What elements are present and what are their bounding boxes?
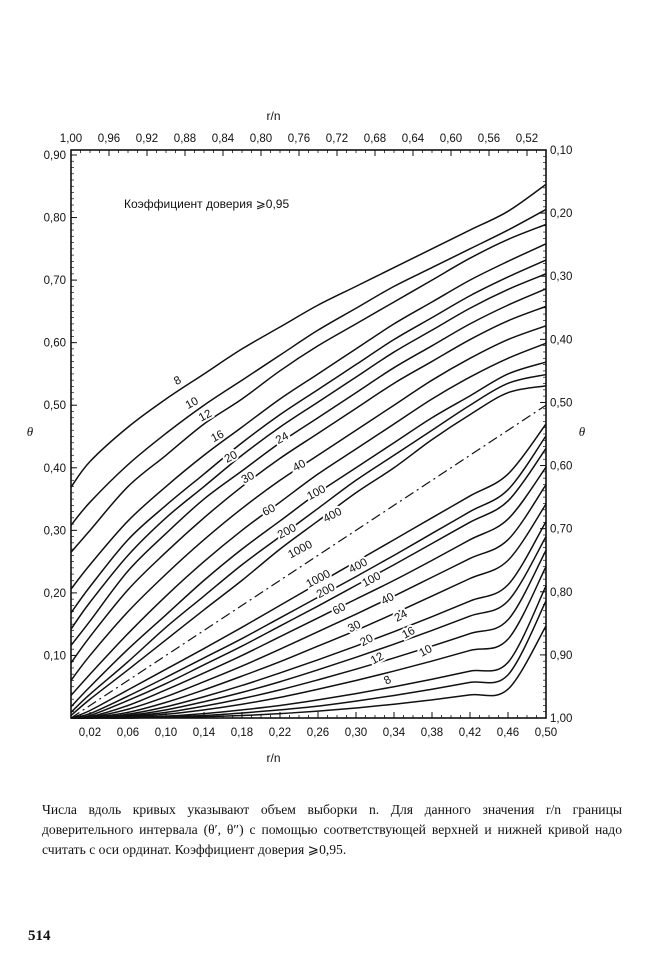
y-left-axis-title: θ [27, 424, 34, 439]
x-top-tick-label: 0,52 [516, 133, 538, 145]
curve-label: 100 [305, 483, 328, 503]
y-right-tick-label: 0,50 [550, 397, 572, 409]
y-right-tick-label: 1,00 [550, 713, 572, 725]
y-right-tick-label: 0,10 [550, 145, 572, 157]
y-left-tick-label: 0,70 [44, 275, 66, 287]
figure-caption: Числа вдоль кривых указывают объем выбор… [42, 802, 622, 857]
x-top-axis-title: r/n [266, 109, 280, 123]
curve-upper-n40 [70, 305, 547, 664]
curve-lower-n8 [71, 625, 547, 719]
x-bottom-tick-label: 0,22 [269, 727, 291, 739]
curve-upper-n60 [70, 325, 547, 681]
curve-upper-n30 [70, 288, 547, 646]
curve-upper-n400 [70, 373, 547, 713]
x-bottom-tick-label: 0,02 [79, 727, 101, 739]
x-bottom-tick-label: 0,26 [307, 727, 329, 739]
curve-label: 16 [209, 428, 226, 445]
curve-lower-n100 [70, 466, 547, 719]
x-top-tick-label: 0,60 [440, 133, 462, 145]
curve-lower-n60 [70, 484, 547, 719]
curve-label: 40 [379, 591, 396, 608]
y-right-tick-label: 0,70 [550, 524, 572, 536]
x-bottom-tick-label: 0,30 [345, 727, 367, 739]
x-top-tick-label: 0,68 [364, 133, 386, 145]
curve-upper-n10 [70, 208, 547, 526]
y-right-tick-label: 0,40 [550, 334, 572, 346]
x-top-tick-label: 0,76 [288, 133, 310, 145]
y-right-tick-label: 0,20 [550, 208, 572, 220]
y-right-axis-title: θ [579, 424, 586, 439]
curve-lower-n40 [70, 503, 547, 719]
curve-label: 60 [261, 502, 278, 519]
curve-lower-n24 [70, 536, 547, 719]
page-number: 514 [28, 928, 51, 944]
y-left-tick-label: 0,60 [44, 338, 66, 350]
curve-upper-n12 [70, 223, 547, 553]
curve-label: 1000 [286, 539, 314, 562]
curve-label: 400 [321, 506, 344, 526]
x-top-tick-label: 0,88 [174, 133, 196, 145]
y-left-tick-label: 0,10 [44, 650, 66, 662]
y-left-tick-label: 0,20 [44, 588, 66, 600]
curve-upper-n8 [70, 183, 547, 488]
curve-label: 8 [382, 674, 393, 688]
curve-lower-n1000 [70, 423, 547, 719]
x-top-tick-label: 0,72 [326, 133, 348, 145]
curve-lower-n12 [70, 585, 547, 719]
curve-lower-n400 [70, 435, 547, 719]
confidence-interval-chart: 0,02 0,06 0,10 0,14 0,18 0,22 0,26 0,30 0,34 0,38… [27, 109, 586, 765]
y-right-tick-label: 0,60 [550, 461, 572, 473]
curve-label: 400 [347, 556, 370, 576]
y-right-tick-label: 0,30 [550, 271, 572, 283]
x-bottom-tick-label: 0,46 [497, 727, 519, 739]
curve-label: 30 [240, 470, 257, 487]
x-top-tick-label: 0,92 [136, 133, 158, 145]
x-bottom-tick-label: 0,06 [117, 727, 139, 739]
y-left-tick-label: 0,50 [44, 400, 66, 412]
legend-note: Коэффициент доверия ⩾0,95 [124, 197, 289, 211]
x-bottom-tick-label: 0,38 [421, 727, 443, 739]
y-left-tick-label: 0,40 [44, 463, 66, 475]
curve-label: 8 [172, 374, 183, 388]
y-left-tick-label: 0,90 [44, 150, 66, 162]
x-bottom-tick-label: 0,34 [383, 727, 406, 739]
x-bottom-tick-label: 0,18 [231, 727, 253, 739]
x-top-tick-label: 0,96 [98, 133, 120, 145]
x-top-tick-label: 0,84 [212, 133, 235, 145]
curve-label: 20 [358, 632, 375, 649]
x-bottom-tick-label: 0,42 [459, 727, 481, 739]
curve-lower-n200 [70, 447, 547, 719]
curve-upper-n24 [70, 273, 547, 630]
curve-upper-n1000 [70, 385, 547, 717]
x-bottom-tick-label: 0,50 [535, 727, 557, 739]
curve-label: 20 [223, 449, 240, 466]
y-right-tick-label: 0,80 [550, 587, 572, 599]
x-top-tick-label: 1,00 [60, 133, 82, 145]
curve-label: 16 [400, 625, 417, 642]
x-bottom-tick-label: 0,10 [155, 727, 177, 739]
x-top-tick-label: 0,80 [250, 133, 272, 145]
y-right-tick-label: 0,90 [550, 650, 572, 662]
curve-upper-n20 [70, 259, 547, 614]
curve-upper-n100 [70, 342, 547, 696]
x-top-tick-label: 0,56 [478, 133, 500, 145]
y-left-tick-label: 0,30 [44, 525, 66, 537]
x-top-tick-label: 0,64 [402, 133, 425, 145]
curve-lower-n30 [70, 521, 547, 720]
y-left-tick-label: 0,80 [44, 213, 66, 225]
curve-label: 12 [197, 408, 214, 425]
reference-diagonal-line [70, 404, 547, 719]
x-bottom-axis-title: r/n [266, 751, 280, 765]
curve-upper-n200 [70, 361, 547, 708]
curve-label: 24 [393, 608, 410, 625]
x-bottom-tick-label: 0,14 [193, 727, 216, 739]
curve-upper-n16 [70, 243, 547, 590]
